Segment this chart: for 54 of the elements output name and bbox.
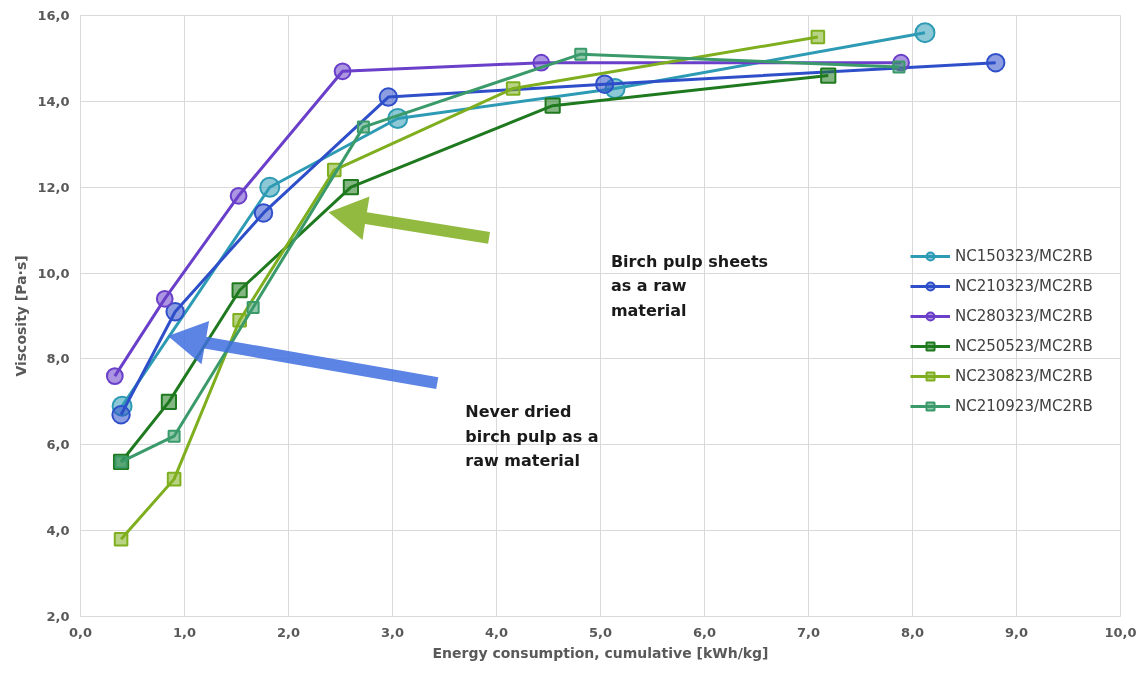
point — [231, 282, 248, 299]
x-tick-label: 3,0 — [380, 624, 405, 640]
point — [574, 47, 588, 61]
x-tick-label: 10,0 — [1104, 624, 1137, 640]
x-axis-title: Energy consumption, cumulative [kWh/kg] — [432, 644, 769, 661]
point — [986, 53, 1006, 73]
legend-label: NC250523/MC2RB — [955, 337, 1093, 355]
point — [544, 97, 561, 114]
point — [378, 87, 399, 107]
legend-label: NC210923/MC2RB — [955, 397, 1093, 415]
annotation: Birch pulp sheets as a raw material — [610, 251, 769, 321]
legend-label: NC210323/MC2RB — [955, 277, 1093, 295]
point — [505, 81, 521, 96]
y-axis-title: Viscosity [Pa·s] — [13, 255, 30, 377]
y-tick-label: 6,0 — [46, 437, 70, 453]
point — [166, 471, 182, 487]
point — [105, 367, 124, 385]
point — [111, 405, 131, 425]
point — [229, 186, 248, 205]
point — [167, 429, 181, 443]
point — [246, 300, 260, 314]
y-tick-label: 16,0 — [37, 8, 70, 23]
x-tick-label: 7,0 — [796, 624, 821, 640]
legend-label: NC150323/MC2RB — [955, 247, 1093, 265]
y-tick-label: 4,0 — [46, 523, 70, 539]
legend-label: NC230823/MC2RB — [955, 367, 1093, 385]
x-tick-label: 0,0 — [68, 624, 93, 640]
x-tick-label: 1,0 — [172, 624, 197, 640]
y-tick-label: 8,0 — [46, 351, 70, 367]
y-tick-label: 12,0 — [37, 179, 70, 195]
point — [155, 289, 174, 308]
point — [113, 531, 129, 547]
x-tick-label: 5,0 — [588, 624, 613, 640]
annotation: Never dried birch pulp as a raw material — [465, 401, 599, 471]
point — [820, 67, 837, 84]
y-tick-label: 10,0 — [37, 265, 70, 281]
point — [160, 393, 177, 410]
x-tick-label: 4,0 — [484, 624, 509, 640]
point — [594, 74, 615, 94]
point — [165, 302, 185, 322]
x-tick-label: 8,0 — [900, 624, 925, 640]
point — [914, 22, 936, 44]
x-tick-label: 9,0 — [1004, 624, 1029, 640]
point — [253, 203, 274, 223]
x-tick-label: 2,0 — [276, 624, 301, 640]
point — [342, 179, 359, 196]
x-tick-label: 6,0 — [692, 624, 717, 640]
point — [356, 120, 370, 134]
legend-label: NC280323/MC2RB — [955, 307, 1093, 325]
y-tick-label: 2,0 — [46, 609, 70, 624]
y-tick-label: 14,0 — [37, 93, 70, 109]
point — [259, 176, 281, 198]
point — [333, 62, 352, 81]
point — [810, 29, 826, 45]
